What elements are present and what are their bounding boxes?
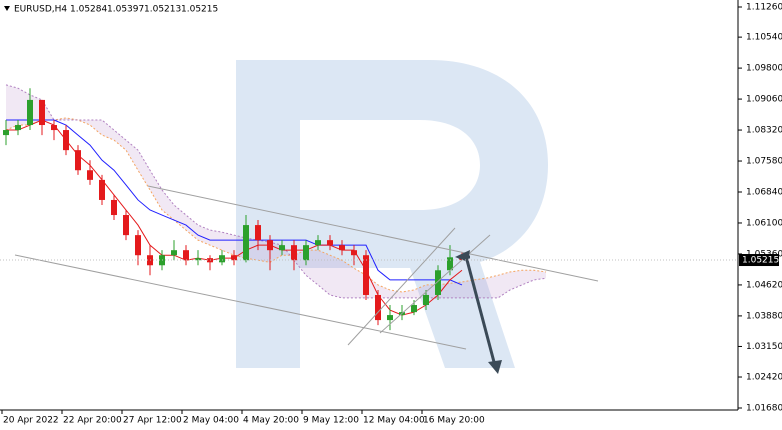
candle-body (231, 255, 237, 261)
candle-body (255, 225, 261, 241)
cloud-fill (6, 84, 546, 298)
channel-line (147, 185, 599, 282)
candle-body (339, 245, 345, 251)
candle-body (387, 315, 393, 321)
header-open: 1.05284 (70, 5, 107, 15)
candle-body (327, 240, 333, 246)
x-tick-label: 9 May 12:00 (303, 416, 359, 426)
x-tick-label: 22 Apr 20:00 (63, 416, 122, 426)
x-tick-label: 27 Apr 12:00 (123, 416, 182, 426)
header-close: 1.05215 (181, 5, 218, 15)
candle-body (183, 250, 189, 261)
forecast-arrow (455, 250, 502, 374)
menu-triangle (4, 6, 10, 11)
arrow-head (455, 250, 470, 262)
channel-line (347, 227, 456, 346)
candle-body (363, 255, 369, 295)
channel-line (14, 254, 467, 350)
candle-body (135, 235, 141, 256)
candle-body (75, 150, 81, 171)
candle-body (291, 245, 297, 261)
candle-body (123, 215, 129, 236)
candle-body (111, 199, 117, 216)
candle-body (51, 125, 57, 131)
symbol: EURUSD,H4 (14, 5, 67, 15)
y-tick-label: 1.06100 (746, 218, 782, 228)
candle-body (351, 250, 357, 256)
watermark-logo (236, 60, 548, 368)
y-tick-label: 1.09800 (746, 64, 782, 74)
candle-body (27, 99, 33, 126)
y-tick-label: 1.11260 (746, 2, 782, 12)
y-tick-label: 1.03880 (746, 311, 782, 321)
x-tick-label: 20 Apr 2022 (3, 416, 59, 426)
candle-body (171, 250, 177, 256)
candle-body (279, 245, 285, 251)
candle-body (15, 125, 21, 131)
arrow-line (465, 259, 496, 363)
candle-body (195, 258, 201, 261)
y-tick-label: 1.08320 (746, 126, 782, 136)
y-tick-label: 1.04620 (746, 280, 782, 290)
candle-body (435, 270, 441, 295)
cloud-line (5, 84, 547, 299)
candle-body (411, 305, 417, 313)
channel-line (379, 234, 491, 334)
candle-body (63, 130, 69, 151)
x-tick-label: 2 May 04:00 (183, 416, 239, 426)
y-tick-label: 1.10540 (746, 33, 782, 43)
candle-body (219, 255, 225, 263)
header-low: 1.05213 (144, 5, 181, 15)
last-price-label: 1.05215 (742, 256, 779, 266)
y-tick-label: 1.09060 (746, 95, 782, 105)
candle-body (99, 179, 105, 200)
candle-body (267, 240, 273, 251)
x-tick-label: 16 May 20:00 (423, 416, 485, 426)
y-tick-label: 1.01680 (746, 403, 782, 413)
y-tick-label: 1.03150 (746, 342, 782, 352)
candle-body (243, 225, 249, 261)
x-tick-label: 12 May 04:00 (363, 416, 425, 426)
candle-body (447, 257, 453, 271)
candle-body (3, 130, 9, 136)
y-tick-label: 1.06840 (746, 188, 782, 198)
last-price-box (739, 254, 779, 267)
y-tick-label: 1.02420 (746, 373, 782, 383)
header-high: 1.05397 (107, 5, 144, 15)
candle-body (315, 240, 321, 246)
candle-body (39, 99, 45, 126)
candle-body (375, 294, 381, 321)
arrow-head (488, 360, 502, 374)
candle-body (423, 294, 429, 306)
indicator-line (6, 119, 463, 286)
y-tick-label: 1.07580 (746, 157, 782, 167)
x-tick-label: 4 May 20:00 (243, 416, 299, 426)
candle-body (303, 245, 309, 261)
drawings (14, 185, 599, 350)
candle-body (87, 170, 93, 180)
